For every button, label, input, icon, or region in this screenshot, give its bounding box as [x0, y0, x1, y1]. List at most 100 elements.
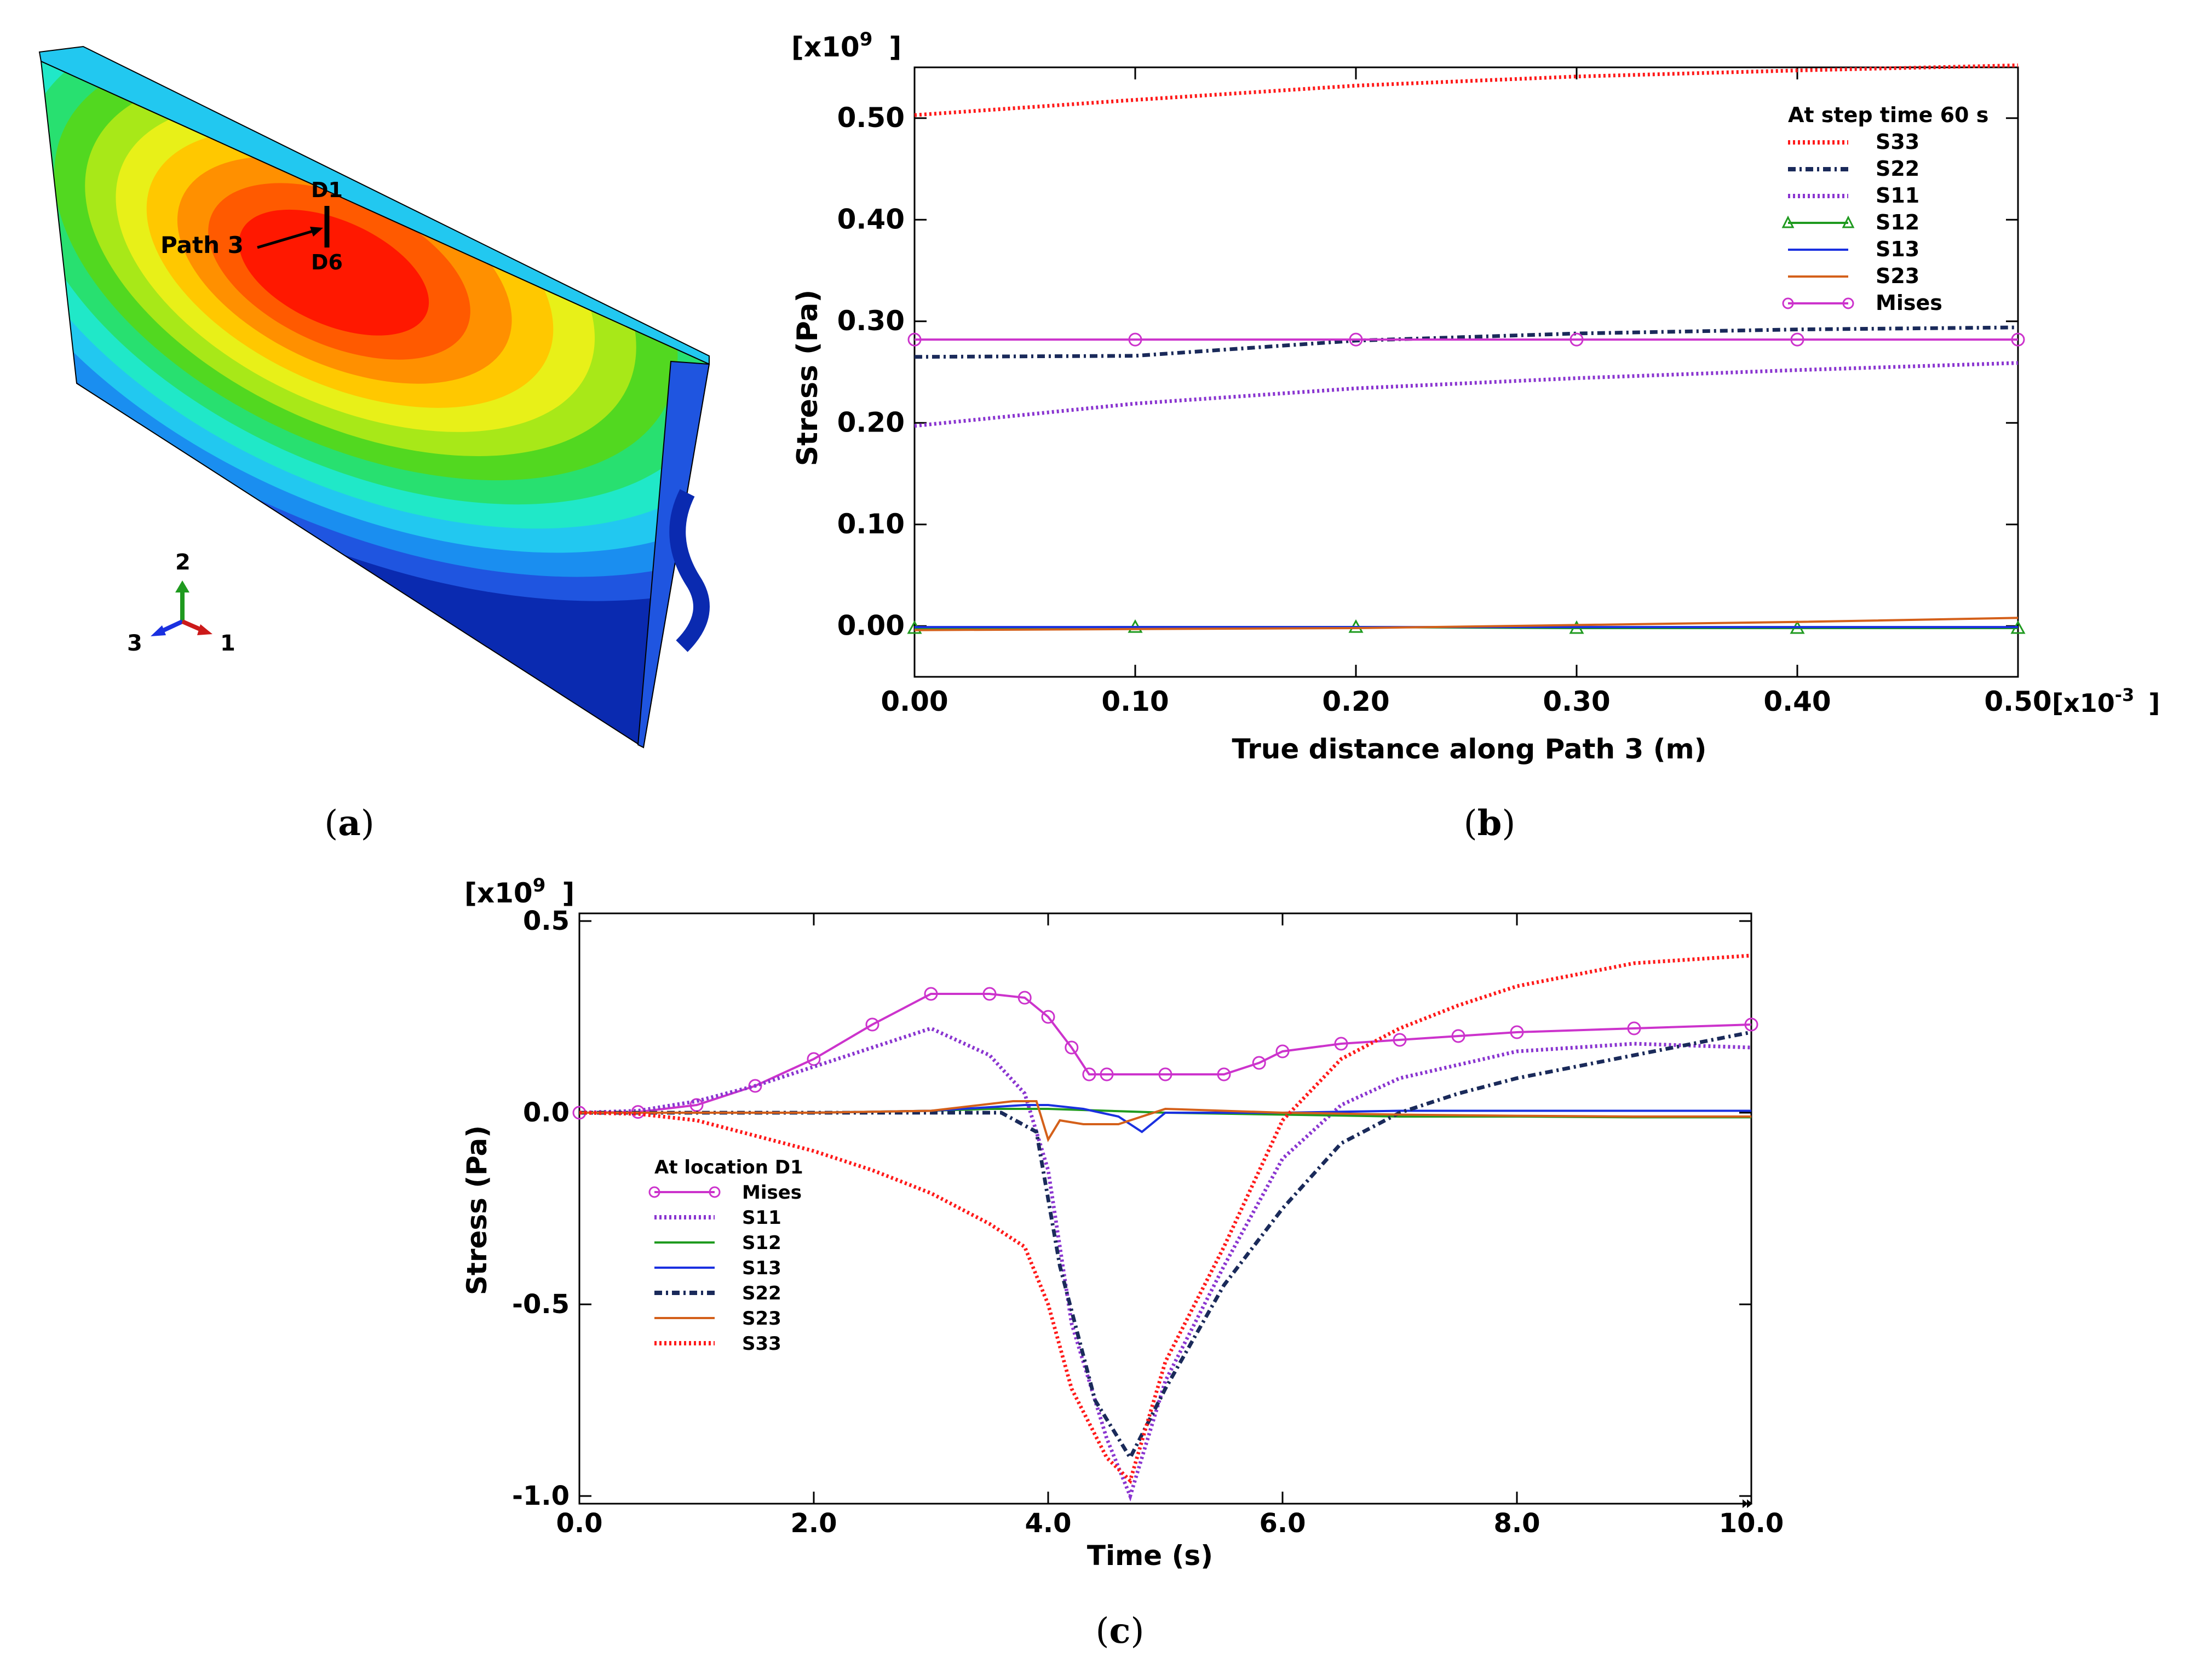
x-tick-label: 0.40 — [1763, 686, 1831, 717]
chart-b-y-multiplier: [x109] — [791, 28, 901, 63]
legend-label-s33: S33 — [742, 1333, 781, 1355]
legend-label-mises: Mises — [1876, 291, 1942, 315]
legend-marker — [1781, 215, 1795, 228]
panel-c-stress-vs-time: 0.0 2.0 4.0 6.0 8.0 10.0 -1.0 -0.5 0.0 0.5 At loc… — [461, 874, 1784, 1652]
legend-marker — [1842, 297, 1854, 309]
point-mises — [1349, 332, 1363, 347]
point-mises — [1065, 1040, 1079, 1055]
caption-b: (b) — [1464, 803, 1516, 844]
point-mises — [1451, 1029, 1465, 1043]
y-tick-label: 0.10 — [837, 508, 905, 540]
chart-c-scroll-arrow-icon-2 — [1747, 1499, 1752, 1508]
plate-top-face — [38, 45, 710, 365]
point-mises — [1100, 1067, 1114, 1081]
caption-c: (c) — [1096, 1610, 1145, 1652]
legend-label-s33: S33 — [1876, 130, 1919, 154]
legend-label-s11: S11 — [742, 1207, 781, 1229]
point-mises — [865, 1017, 879, 1032]
y-tick-label: 0.20 — [837, 406, 905, 438]
point-mises — [1275, 1044, 1290, 1058]
point-mises — [1744, 1017, 1758, 1032]
chart-b-series — [907, 63, 2026, 634]
caption-a: (a) — [324, 803, 374, 844]
legend-label-s13: S13 — [742, 1257, 781, 1279]
axis-2-label: 2 — [175, 550, 191, 575]
x-tick-label: 0.20 — [1322, 686, 1389, 717]
chart-c-y-multiplier: [x109] — [464, 874, 574, 909]
legend-label-s13: S13 — [1876, 237, 1919, 261]
path-3-arrow — [257, 227, 321, 249]
x-tick-label: 2.0 — [790, 1508, 837, 1539]
chart-c-series — [572, 953, 1758, 1502]
series-s22 — [914, 325, 2019, 359]
series-mises — [579, 993, 1752, 1114]
y-tick-label: 0.00 — [837, 609, 905, 641]
d1-label: D1 — [311, 178, 343, 202]
chart-c-legend: At location D1 Mises S11 S12 S13 S22 S23 S33 — [648, 1157, 803, 1355]
x-tick-label: 0.50 — [1984, 686, 2051, 717]
series-s23 — [579, 1100, 1751, 1142]
x-tick-label: 10.0 — [1719, 1508, 1784, 1539]
point-mises — [1158, 1067, 1172, 1081]
point-mises — [1334, 1037, 1348, 1051]
point-mises — [1017, 991, 1032, 1005]
legend-marker — [648, 1186, 660, 1198]
legend-marker — [709, 1186, 721, 1198]
point-mises — [1510, 1025, 1524, 1039]
chart-c-x-label: Time (s) — [1087, 1540, 1213, 1572]
point-mises — [1569, 332, 1584, 347]
legend-title: At step time 60 s — [1788, 103, 1988, 127]
point-mises — [1082, 1067, 1096, 1081]
x-tick-label: 0.10 — [1101, 686, 1169, 717]
chart-c-y-label: Stress (Pa) — [461, 1125, 493, 1295]
axis-3-head — [151, 625, 166, 636]
series-s23 — [914, 617, 2019, 631]
series-s22 — [579, 1030, 1752, 1462]
point-mises — [1128, 332, 1142, 347]
legend-marker — [1842, 215, 1855, 228]
y-tick-label: 0.5 — [523, 906, 570, 936]
path-3-label: Path 3 — [160, 232, 244, 258]
point-mises — [1393, 1033, 1407, 1047]
legend-label-s11: S11 — [1876, 183, 1919, 208]
chart-c-ticks: 0.0 2.0 4.0 6.0 8.0 10.0 -1.0 -0.5 0.0 0.5 — [512, 906, 1784, 1539]
series-s33 — [579, 953, 1752, 1485]
path-3-arrowhead — [310, 227, 323, 237]
y-tick-label: 0.50 — [837, 102, 905, 134]
legend-label-mises: Mises — [742, 1182, 802, 1204]
legend-label-s22: S22 — [1876, 157, 1919, 181]
x-tick-label: 0.0 — [556, 1508, 602, 1539]
axis-1-head — [197, 624, 212, 635]
point-mises — [1790, 332, 1804, 347]
legend-label-s12: S12 — [1876, 210, 1919, 234]
chart-c-frame — [578, 912, 1752, 1505]
x-tick-label: 4.0 — [1025, 1508, 1071, 1539]
series-s33 — [914, 63, 2019, 117]
x-tick-label: 0.00 — [881, 686, 948, 717]
legend-label-s23: S23 — [1876, 264, 1919, 288]
point-mises — [1217, 1067, 1231, 1081]
legend-title: At location D1 — [654, 1157, 803, 1178]
y-tick-label: -1.0 — [512, 1481, 570, 1511]
legend-label-s12: S12 — [742, 1232, 781, 1254]
axis-3-label: 3 — [127, 631, 142, 656]
chart-b-x-multiplier: [x10-3] — [2052, 684, 2160, 718]
y-tick-label: 0.30 — [837, 305, 905, 337]
series-s11 — [914, 361, 2019, 428]
chart-b-frame — [913, 66, 2019, 678]
side-face-blue-band — [669, 489, 710, 652]
y-tick-label: 0.40 — [837, 203, 905, 235]
series-s11 — [579, 1026, 1752, 1502]
point-mises — [982, 987, 997, 1001]
panel-b-stress-along-path: 0.00 0.10 0.20 0.30 0.40 0.50 0.00 0.10 0.20 0.30… — [791, 28, 2160, 844]
chart-b-x-label: True distance along Path 3 (m) — [1232, 733, 1706, 765]
axis-1-label: 1 — [220, 631, 235, 656]
axis-2-head — [175, 580, 189, 592]
d6-label: D6 — [311, 250, 343, 274]
y-tick-label: 0.0 — [523, 1097, 570, 1128]
coordinate-triad: 2 3 1 — [127, 550, 235, 656]
point-mises — [807, 1052, 821, 1066]
point-mises — [2011, 332, 2025, 347]
